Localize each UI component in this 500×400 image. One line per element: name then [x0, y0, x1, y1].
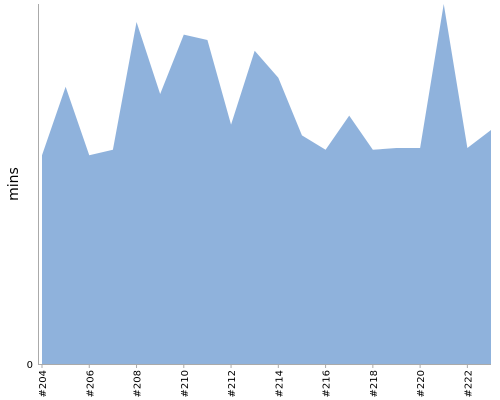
y-tick-labels: 0 — [27, 360, 33, 371]
y-axis-title: mins — [6, 167, 22, 201]
y-tick-label: 0 — [27, 360, 33, 371]
x-tick-labels: #204 #206 #208 #210 #212 #214 #216 #218 #220 #222 — [38, 364, 474, 397]
x-tick-label: #220 — [416, 370, 427, 397]
x-tick-label: #206 — [85, 370, 96, 397]
area-series-0 — [42, 4, 491, 364]
x-tick-label: #210 — [180, 370, 191, 397]
x-tick-label: #204 — [38, 370, 49, 397]
x-tick-label: #216 — [322, 370, 333, 397]
x-tick-label: #218 — [369, 370, 380, 397]
x-tick-label: #214 — [274, 370, 285, 397]
x-tick-label: #208 — [133, 370, 144, 397]
area-layer — [42, 4, 491, 364]
x-tick-label: #212 — [227, 370, 238, 397]
x-tick-label: #222 — [463, 370, 474, 397]
